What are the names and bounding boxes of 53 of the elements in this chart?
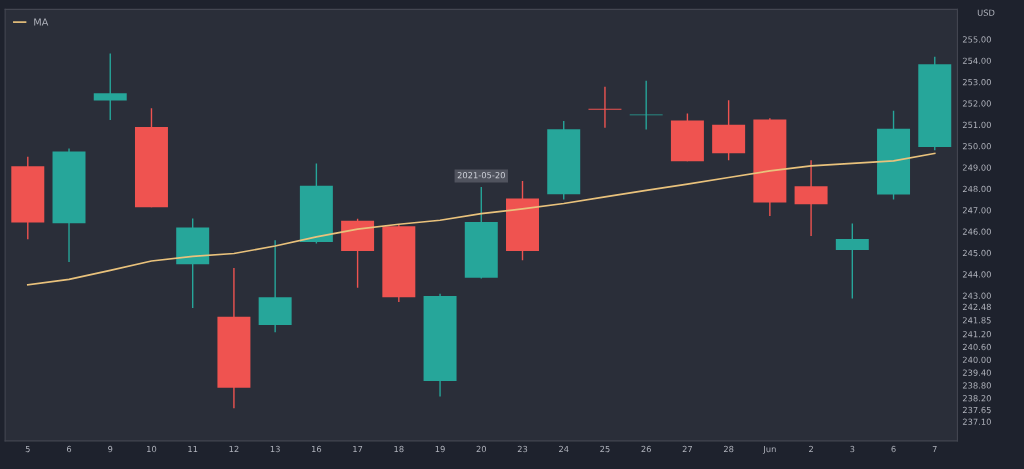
x-tick-label: Jun xyxy=(762,445,776,454)
x-tick-label: 6 xyxy=(891,445,896,453)
x-tick-label: 7 xyxy=(932,445,937,453)
y-tick-label: 239.40 xyxy=(962,369,991,376)
y-tick-label: 247.00 xyxy=(962,207,991,214)
y-tick-label: 240.00 xyxy=(962,356,991,363)
x-tick-label: 5 xyxy=(25,445,30,453)
y-tick-label: 241.20 xyxy=(962,331,991,338)
y-tick-label: 243.00 xyxy=(962,292,991,299)
x-tick-label: 19 xyxy=(435,445,445,453)
y-tick-label: 245.00 xyxy=(962,249,991,257)
y-tick-label: 255.00 xyxy=(962,36,991,43)
y-tick-label: 251.00 xyxy=(962,121,991,129)
y-tick-label: 254.00 xyxy=(962,57,991,64)
y-tick-label: 238.20 xyxy=(962,395,991,402)
y-tick-label: 250.00 xyxy=(962,143,991,150)
y-tick-label: 240.60 xyxy=(962,343,991,351)
x-tick-label: 26 xyxy=(641,445,651,453)
x-tick-label: 23 xyxy=(517,445,528,453)
candlestick xyxy=(93,52,127,121)
x-tick-label: 24 xyxy=(559,445,569,453)
y-tick-label: 241.85 xyxy=(962,317,991,324)
x-tick-label: 25 xyxy=(600,445,610,453)
y-tick-label: 249.00 xyxy=(962,164,991,171)
y-axis-title: USD xyxy=(977,9,995,16)
annotation: 2021-05-20 xyxy=(457,172,505,179)
x-tick-label: 18 xyxy=(394,445,404,453)
x-tick-label: 27 xyxy=(682,445,692,453)
y-tick-label: 246.00 xyxy=(962,228,991,235)
y-tick-label: 253.00 xyxy=(962,78,991,86)
x-tick-label: 28 xyxy=(723,445,734,453)
x-tick-label: 20 xyxy=(476,445,487,453)
x-tick-label: 13 xyxy=(270,445,280,453)
x-tick-label: 10 xyxy=(147,445,157,453)
y-tick-label: 252.00 xyxy=(962,100,991,107)
legend-label: MA xyxy=(34,18,49,26)
y-tick-label: 248.00 xyxy=(962,185,991,193)
x-tick-label: 6 xyxy=(66,445,72,453)
y-tick-label: 237.65 xyxy=(962,406,991,414)
y-tick-label: 244.00 xyxy=(962,271,991,278)
candlestick xyxy=(588,86,622,129)
x-tick-label: 17 xyxy=(353,445,363,453)
x-tick-label: 12 xyxy=(229,445,239,453)
y-tick-label: 242.48 xyxy=(962,303,991,310)
x-tick-label: 9 xyxy=(108,445,113,453)
y-tick-label: 238.80 xyxy=(962,382,991,389)
candlestick xyxy=(629,80,663,131)
x-tick-label: 3 xyxy=(850,445,855,453)
y-tick-label: 237.10 xyxy=(962,418,991,425)
x-tick-label: 16 xyxy=(311,445,322,453)
line-series xyxy=(26,152,936,286)
x-tick-label: 2 xyxy=(809,445,813,453)
x-tick-label: 11 xyxy=(188,445,198,453)
